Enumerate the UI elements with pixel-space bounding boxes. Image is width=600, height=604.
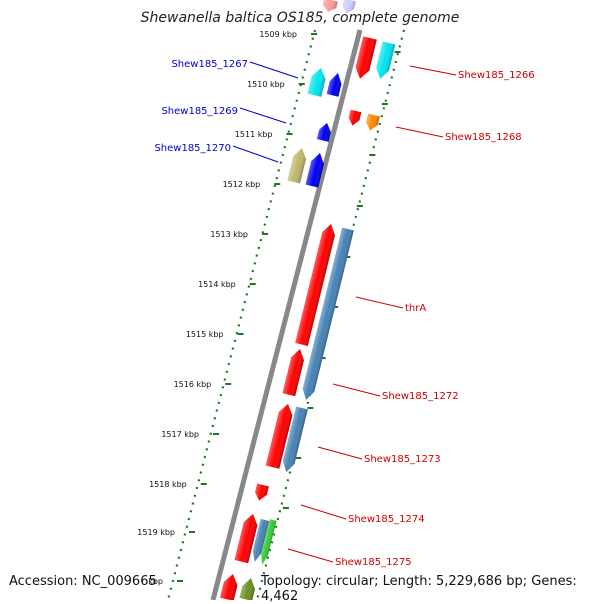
gene-label: Shew185_1272: [382, 391, 459, 402]
label-leader-line: [355, 296, 404, 309]
scale-tick-label: kbp: [148, 577, 163, 586]
gene-feature: [234, 514, 258, 564]
scale-tick-label: 1511 kbp: [235, 130, 273, 139]
gene-arrow-shading: [255, 483, 269, 501]
gene-arrow-shading: [376, 41, 396, 79]
gene-label: Shew185_1275: [335, 557, 412, 568]
gene-label: Shew185_1270: [154, 143, 231, 154]
accession-text: Accession: NC_009665: [9, 574, 157, 589]
gene-label: Shew185_1267: [171, 59, 248, 70]
gene-feature: [326, 73, 342, 97]
scale-tick-label: 1517 kbp: [161, 430, 199, 439]
gene-arrow-shading: [348, 109, 362, 126]
gene-feature: [342, 0, 356, 14]
label-leader-line: [300, 504, 347, 520]
gene-arrow-shading: [282, 406, 308, 473]
gene-label: Shew185_1266: [458, 70, 535, 81]
scale-tick-label: 1514 kbp: [198, 280, 236, 289]
gene-feature: [348, 109, 362, 126]
gene-arrow-shading: [326, 73, 342, 97]
gene-feature: [287, 148, 306, 184]
gene-feature: [239, 578, 255, 600]
gene-label: Shew185_1268: [445, 132, 522, 143]
scale-tick-label: 1516 kbp: [174, 380, 212, 389]
gene-arrow-shading: [252, 518, 270, 562]
gene-arrow-shading: [342, 0, 356, 14]
gene-arrow-shading: [302, 227, 354, 400]
gene-arrow-shading: [322, 0, 338, 12]
scale-tick-label: 1519 kbp: [137, 528, 175, 537]
gene-feature: [322, 0, 338, 12]
gene-feature: [261, 519, 277, 565]
gene-arrow-shading: [282, 349, 304, 397]
scale-tick-label: 1513 kbp: [210, 230, 248, 239]
gene-arrow-shading: [355, 36, 377, 79]
gene-feature: [307, 68, 326, 97]
gene-feature: [265, 404, 293, 469]
gene-label: Shew185_1273: [364, 454, 441, 465]
scale-tick-label: 1512 kbp: [223, 180, 261, 189]
label-leader-line: [317, 446, 363, 460]
label-leader-line: [239, 107, 287, 124]
gene-feature: [355, 36, 377, 79]
scale-tick-label: 1509 kbp: [259, 30, 297, 39]
map-title: Shewanella baltica OS185, complete genom…: [140, 10, 460, 26]
gene-arrow-shading: [261, 519, 277, 565]
label-leader-line: [287, 548, 334, 563]
gene-arrow-shading: [305, 153, 324, 188]
scale-tick-label: 1518 kbp: [149, 480, 187, 489]
label-leader-line: [395, 126, 444, 138]
gene-feature: [282, 406, 308, 473]
label-leader-line: [409, 65, 457, 76]
gene-arrow-shading: [239, 578, 255, 600]
gene-label: Shew185_1274: [348, 514, 425, 525]
gene-feature: [302, 227, 354, 400]
label-leader-line: [249, 61, 299, 79]
gene-feature: [316, 123, 331, 142]
gene-arrow-shading: [366, 113, 380, 131]
gene-arrow-shading: [307, 68, 326, 97]
gene-label: Shew185_1269: [161, 106, 238, 117]
gene-feature: [282, 349, 304, 397]
gene-feature: [305, 153, 324, 188]
gene-label: thrA: [405, 303, 426, 314]
gene-arrow-shading: [287, 148, 306, 184]
genome-backbone: [210, 29, 363, 600]
gene-feature: [366, 113, 380, 131]
gene-arrow-shading: [220, 574, 238, 600]
gene-arrow-shading: [316, 123, 331, 142]
gene-arrow-shading: [234, 514, 258, 564]
gene-feature: [220, 574, 238, 600]
label-leader-line: [332, 383, 381, 397]
gene-feature: [252, 518, 270, 562]
scale-tick-label: 1515 kbp: [186, 330, 224, 339]
gene-arrow-shading: [265, 404, 293, 469]
gene-arrow-shading: [295, 224, 335, 346]
label-leader-line: [232, 145, 279, 163]
gene-feature: [295, 224, 335, 346]
scale-tick-label: 1510 kbp: [247, 80, 285, 89]
gene-feature: [255, 483, 269, 501]
gene-feature: [376, 41, 396, 79]
